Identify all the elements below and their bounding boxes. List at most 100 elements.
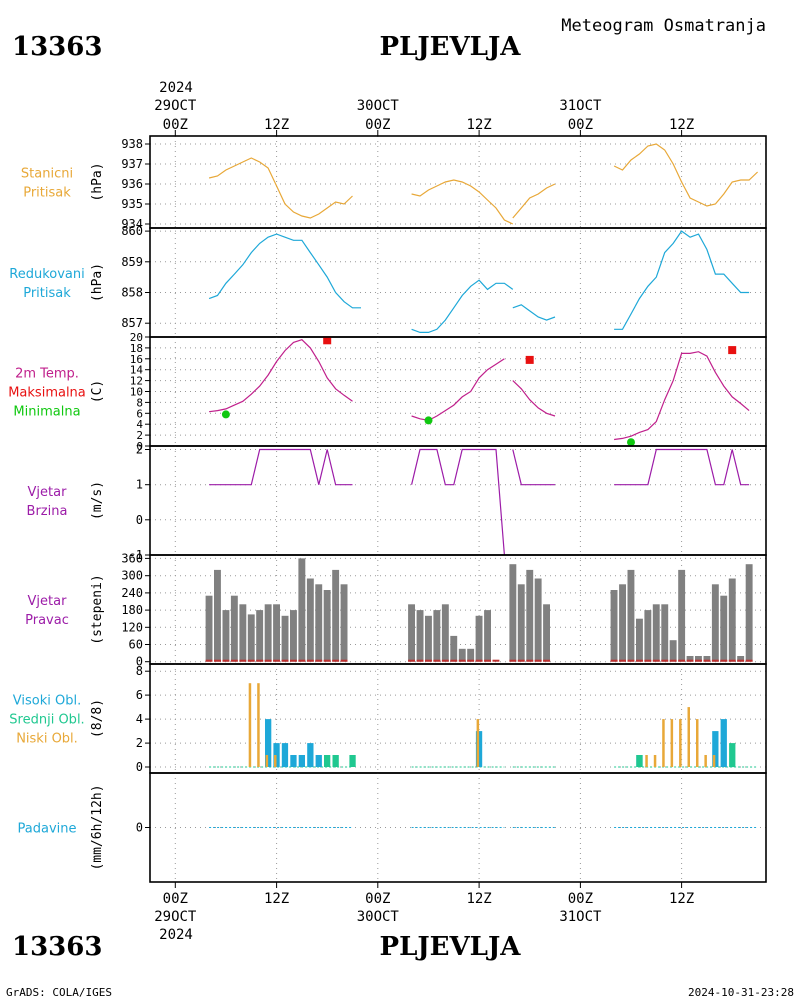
y-tick-label: 360	[121, 551, 143, 565]
panel-frame	[149, 772, 767, 883]
cloud-bar-high	[315, 755, 322, 767]
y-tick-label: 240	[121, 586, 143, 600]
cloud-bar-high	[290, 755, 297, 767]
time-axes: 00Z 00Z 29OCT 29OCT 12Z 12Z 00Z 00Z 30OCT 30OCT 12…	[154, 98, 694, 925]
legend-label: Maksimalna	[8, 386, 86, 401]
max-temp-marker	[525, 355, 534, 364]
min-temp-marker	[627, 438, 635, 447]
y-tick-label: 6	[136, 688, 143, 702]
wind-direction-bar	[720, 595, 728, 662]
bottom-hour-label: 00Z	[163, 891, 188, 907]
station-name-top: PLJEVLJA	[380, 32, 522, 62]
y-tick-label: 14	[130, 364, 144, 377]
max-temp-marker	[728, 346, 737, 355]
legend-label: Redukovani	[9, 267, 84, 282]
wind-direction-bar	[458, 648, 466, 662]
bottom-hour-label: 12Z	[669, 891, 694, 907]
series-line	[208, 157, 353, 219]
y-tick-label: 0	[136, 513, 143, 527]
legend-label: Visoki Obl.	[13, 694, 81, 709]
series-line	[208, 233, 361, 309]
wind-direction-bar	[517, 584, 525, 662]
y-axis-label: (stepeni)	[90, 574, 105, 644]
cloud-bar-mid	[636, 755, 643, 767]
y-tick-label: 20	[130, 331, 143, 344]
station-id-bottom: 13363	[12, 932, 102, 962]
cloud-bar-low	[670, 719, 674, 767]
legend-label: Niski Obl.	[16, 732, 78, 747]
legend-label: Pravac	[25, 613, 69, 628]
y-tick-label: 2	[136, 429, 143, 442]
wind-direction-bar	[281, 615, 289, 662]
top-hour-label: 12Z	[264, 117, 289, 133]
wind-direction-bar	[678, 569, 686, 662]
wind-direction-bar	[340, 584, 348, 662]
panel-frame	[149, 135, 767, 229]
footer-timestamp: 2024-10-31-23:28	[688, 986, 794, 999]
y-tick-label: 2	[136, 736, 143, 750]
top-date-label: 29OCT	[154, 98, 197, 114]
wind-direction-bar	[408, 604, 415, 662]
cloud-bar-high	[273, 743, 280, 768]
product-title: Meteogram Osmatranja	[561, 16, 766, 36]
series-line	[411, 279, 514, 333]
cloud-bar-high	[720, 719, 727, 767]
cloud-bar-low	[696, 719, 699, 767]
y-tick-label: 938	[121, 137, 143, 151]
legend-label: Stanicni	[21, 167, 73, 182]
y-tick-label: 12	[130, 375, 143, 388]
wind-direction-bar	[509, 564, 517, 662]
y-tick-label: 10	[130, 386, 143, 399]
panel-frame	[149, 445, 767, 556]
y-tick-label: 60	[129, 638, 143, 652]
legend-label: Vjetar	[28, 485, 68, 500]
panel-clouds: 0 2 4 6 8 (8/8) Visoki Obl. Srednji Obl. Niski O…	[9, 663, 767, 774]
y-axis-label: (mm/6h/12h)	[90, 784, 105, 870]
wind-direction-bar	[534, 578, 542, 662]
panel-frame	[149, 336, 767, 447]
wind-direction-bar	[230, 595, 238, 662]
wind-direction-bar	[695, 656, 702, 662]
cloud-bar-high	[712, 731, 719, 767]
series-line	[411, 448, 505, 556]
legend-label: 2m Temp.	[15, 367, 79, 382]
wind-direction-bar	[644, 610, 652, 662]
cloud-bar-mid	[349, 755, 356, 767]
top-date-label: 31OCT	[559, 98, 602, 114]
wind-direction-bar	[273, 604, 280, 662]
series-line	[209, 339, 353, 413]
y-axis-label: (C)	[90, 380, 105, 403]
y-tick-label: 0	[136, 440, 143, 453]
min-temp-marker	[424, 416, 433, 425]
cloud-bar-low	[645, 755, 648, 767]
wind-direction-bar	[484, 610, 491, 662]
wind-direction-bar	[450, 635, 458, 662]
panel-precipitation: 0 (mm/6h/12h) Padavine	[18, 772, 767, 883]
bottom-date-label: 29OCT	[154, 909, 197, 925]
cloud-bar-low	[274, 755, 277, 767]
panel-frame	[149, 227, 767, 338]
cloud-bar-low	[679, 719, 682, 767]
y-tick-label: 2	[136, 443, 143, 457]
wind-direction-bar	[247, 614, 255, 662]
wind-direction-bar	[425, 615, 432, 662]
panel-reduced-pressure: 857 858 859 860 (hPa) Redukovani Pritisak	[9, 224, 767, 338]
series-line	[613, 143, 759, 207]
cloud-bar-high	[281, 743, 289, 768]
wind-direction-bar	[686, 656, 694, 662]
wind-direction-bar	[315, 584, 323, 662]
series-line	[614, 230, 750, 330]
bottom-hour-label: 12Z	[264, 891, 289, 907]
wind-direction-bar	[441, 604, 449, 662]
wind-direction-bar	[728, 578, 736, 662]
bottom-hour-label: 00Z	[365, 891, 390, 907]
legend-label: Padavine	[18, 822, 77, 837]
top-hour-label: 12Z	[669, 117, 694, 133]
max-temp-marker	[323, 336, 332, 345]
top-hour-label: 00Z	[568, 117, 593, 133]
y-tick-label: 4	[136, 418, 143, 431]
wind-direction-bar	[433, 610, 441, 662]
cloud-bar-low	[653, 755, 657, 767]
y-tick-label: 860	[121, 224, 143, 238]
